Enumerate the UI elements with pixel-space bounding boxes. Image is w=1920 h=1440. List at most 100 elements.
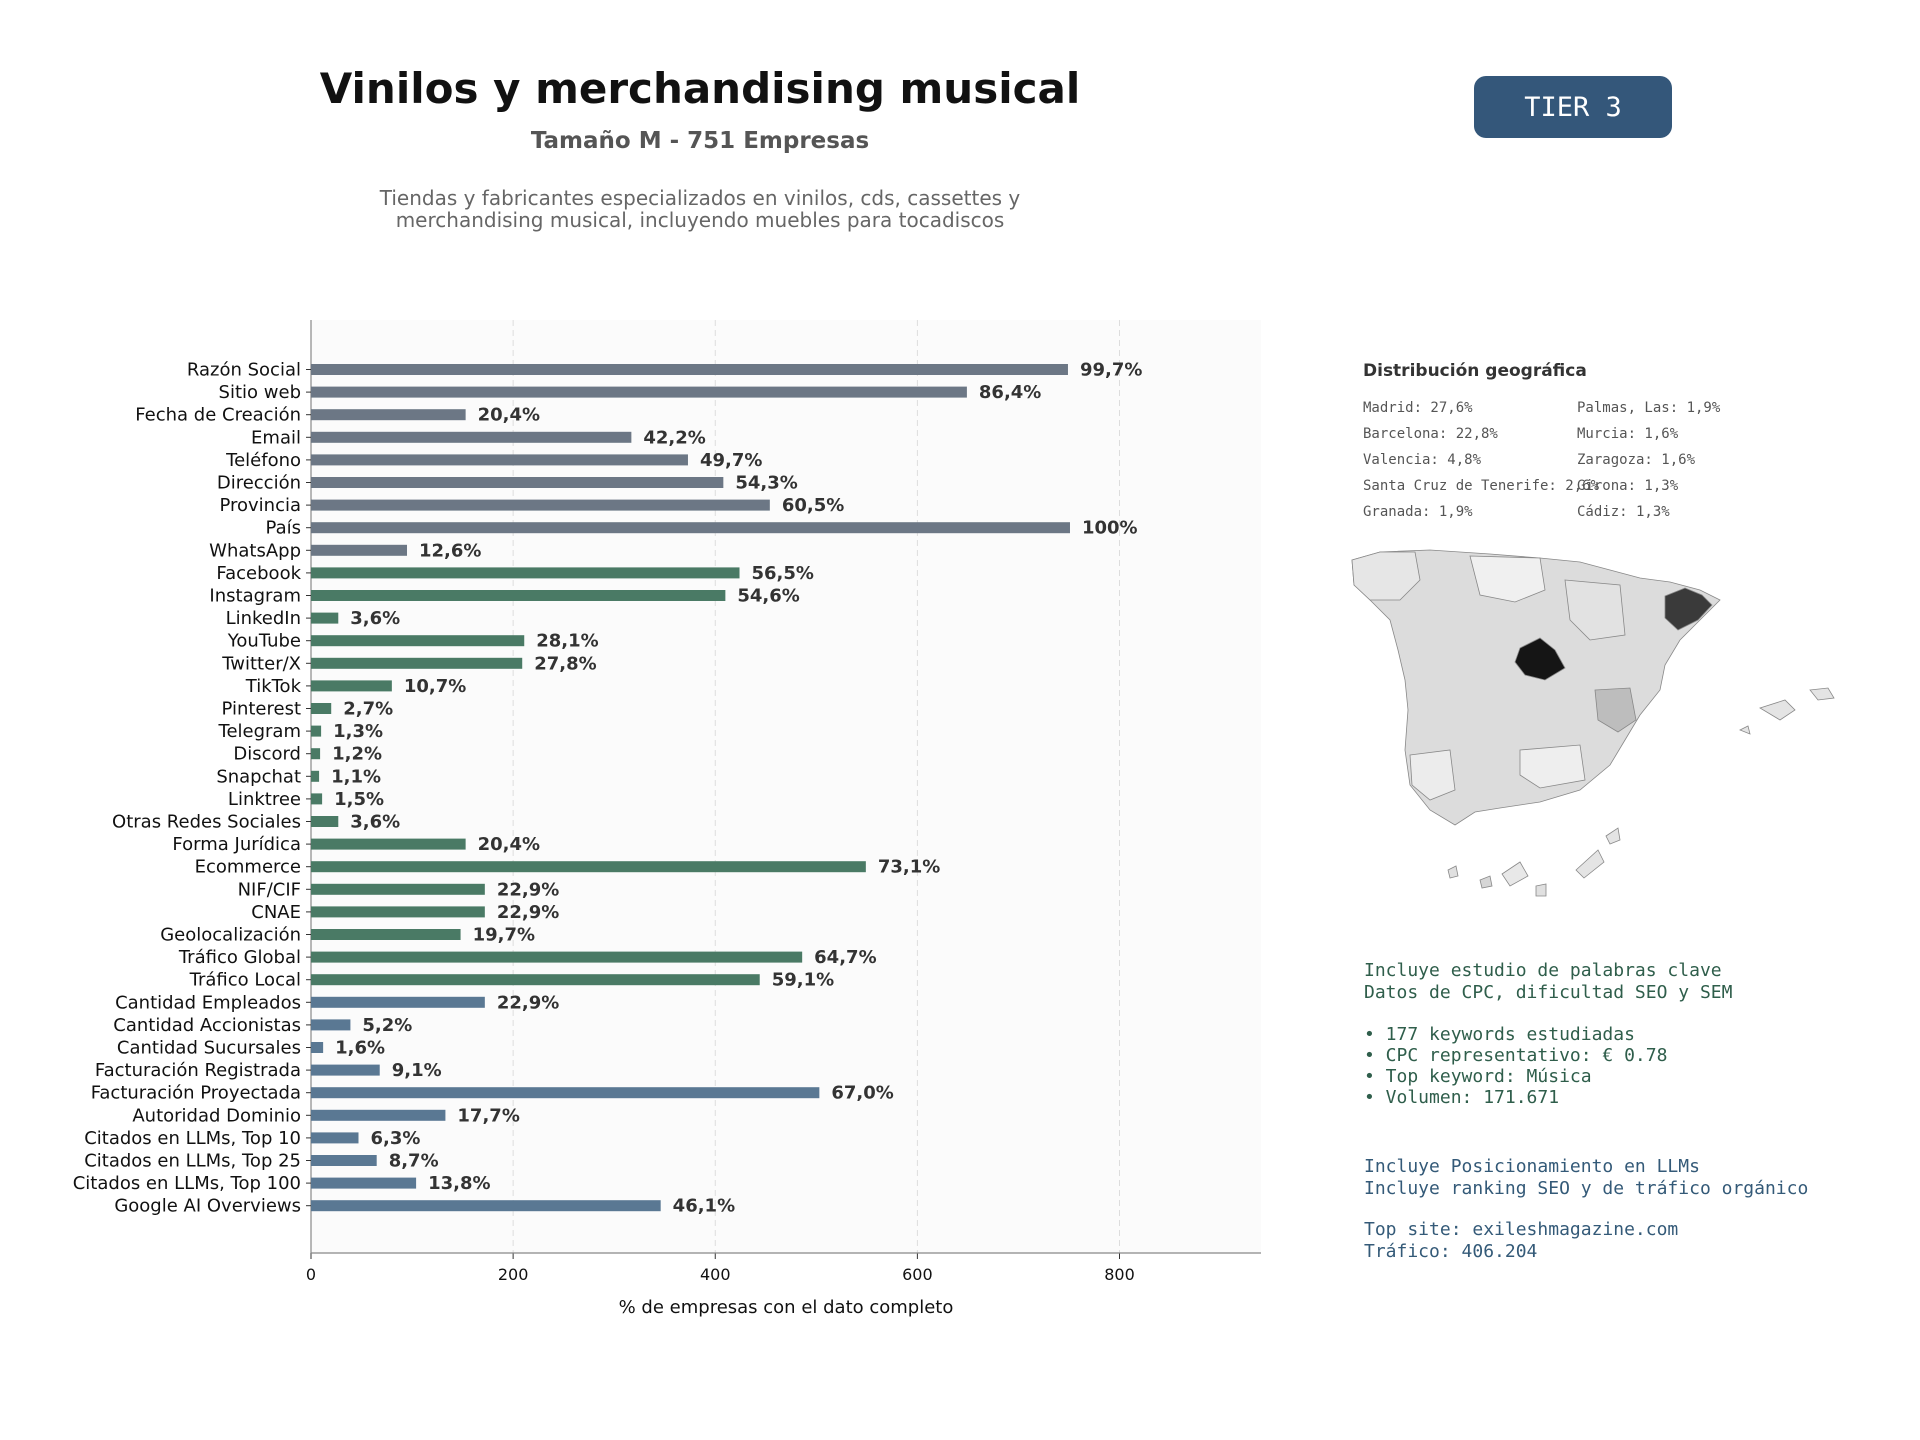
keywords-bullet: • CPC representativo: € 0.78 (1364, 1045, 1668, 1066)
data-label: 9,1% (392, 1060, 442, 1081)
data-label: 100% (1082, 518, 1138, 539)
bar (311, 793, 323, 805)
data-label: 60,5% (782, 495, 844, 516)
data-label: 28,1% (536, 631, 598, 652)
page-subtitle: Tamaño M - 751 Empresas (530, 128, 870, 154)
bar (311, 1087, 820, 1099)
bar (311, 680, 392, 692)
category-label: YouTube (227, 631, 301, 652)
data-label: 22,9% (497, 879, 559, 900)
category-label: LinkedIn (226, 608, 301, 629)
geo-item: Cádiz: 1,3% (1577, 504, 1670, 520)
map-balearic-2 (1809, 687, 1835, 701)
category-label: Telegram (218, 721, 301, 742)
data-label: 73,1% (878, 857, 940, 878)
spain-map (1351, 549, 1835, 897)
geo-item: Murcia: 1,6% (1577, 426, 1679, 442)
data-label: 12,6% (419, 540, 481, 561)
category-label: Teléfono (225, 450, 301, 471)
top-site-traffic: Tráfico: 406.204 (1364, 1241, 1538, 1262)
bar (311, 499, 770, 511)
category-label: Snapchat (216, 766, 301, 787)
data-label: 22,9% (497, 902, 559, 923)
x-tick-label: 400 (700, 1265, 731, 1284)
data-label: 49,7% (700, 450, 762, 471)
category-label: Forma Jurídica (172, 834, 301, 855)
data-label: 10,7% (404, 676, 466, 697)
bar (311, 1042, 324, 1053)
data-label: 22,9% (497, 992, 559, 1013)
bar (311, 544, 408, 556)
bar (311, 409, 466, 421)
top-site: Top site: exileshmagazine.com (1364, 1219, 1679, 1240)
data-label: 42,2% (643, 427, 705, 448)
category-label: Citados en LLMs, Top 10 (84, 1128, 301, 1149)
category-label: Tráfico Global (178, 947, 301, 968)
bar (311, 1109, 446, 1121)
category-label: Discord (233, 744, 301, 765)
bar (311, 657, 523, 669)
category-label: Autoridad Dominio (132, 1105, 301, 1126)
bar (311, 1064, 380, 1076)
category-label: Pinterest (221, 699, 301, 720)
bar (311, 567, 740, 579)
bar (311, 635, 525, 647)
data-label: 19,7% (473, 925, 535, 946)
category-label: Twitter/X (221, 653, 301, 674)
bar (311, 748, 321, 760)
category-label: Otras Redes Sociales (112, 812, 301, 833)
category-label: WhatsApp (209, 540, 301, 561)
category-label: Tráfico Local (189, 970, 301, 991)
geo-item: Zaragoza: 1,6% (1577, 452, 1696, 468)
data-label: 20,4% (478, 405, 540, 426)
data-label: 17,7% (457, 1105, 519, 1126)
bar (311, 770, 320, 782)
data-label: 1,2% (332, 744, 382, 765)
map-canary-6 (1605, 827, 1621, 845)
category-label: Linktree (228, 789, 301, 810)
bar (311, 838, 466, 850)
bar (311, 1019, 351, 1031)
data-label: 99,7% (1080, 360, 1142, 381)
category-label: País (266, 518, 301, 539)
x-tick-label: 800 (1104, 1265, 1135, 1284)
data-label: 1,5% (334, 789, 384, 810)
keywords-line-2: Datos de CPC, dificultad SEO y SEM (1364, 982, 1733, 1003)
category-label: Geolocalización (160, 925, 301, 946)
category-label: Facturación Proyectada (91, 1083, 301, 1104)
map-region-barcelona (1664, 587, 1713, 631)
keywords-bullet: • Top keyword: Música (1364, 1066, 1592, 1087)
category-label: Citados en LLMs, Top 100 (73, 1173, 301, 1194)
category-label: Razón Social (187, 360, 301, 381)
map-balearic-1 (1759, 699, 1796, 721)
bar (311, 431, 632, 443)
map-canary-2 (1479, 875, 1493, 889)
map-canary-4 (1535, 883, 1547, 897)
map-canary-5 (1575, 849, 1605, 879)
bar (311, 974, 760, 986)
bar (311, 477, 724, 488)
category-label: NIF/CIF (238, 879, 301, 900)
bar (311, 454, 688, 466)
data-label: 3,6% (350, 608, 400, 629)
data-label: 20,4% (478, 834, 540, 855)
category-label: Provincia (219, 495, 301, 516)
bar (311, 612, 339, 624)
data-label: 3,6% (350, 812, 400, 833)
geo-item: Granada: 1,9% (1363, 504, 1473, 520)
bar (311, 1132, 359, 1144)
data-label: 1,3% (333, 721, 383, 742)
data-label: 13,8% (428, 1173, 490, 1194)
category-label: Cantidad Accionistas (113, 1015, 301, 1036)
x-tick-label: 600 (902, 1265, 933, 1284)
category-label: Citados en LLMs, Top 25 (84, 1151, 301, 1172)
bar (311, 522, 1070, 534)
bar (311, 951, 803, 963)
description-line-1: Tiendas y fabricantes especializados en … (379, 186, 1021, 210)
data-label: 54,6% (737, 586, 799, 607)
map-region-ebro (1564, 579, 1626, 641)
bar (311, 816, 339, 827)
data-label: 5,2% (362, 1015, 412, 1036)
map-region-northwest (1351, 551, 1421, 601)
bar (311, 364, 1068, 375)
